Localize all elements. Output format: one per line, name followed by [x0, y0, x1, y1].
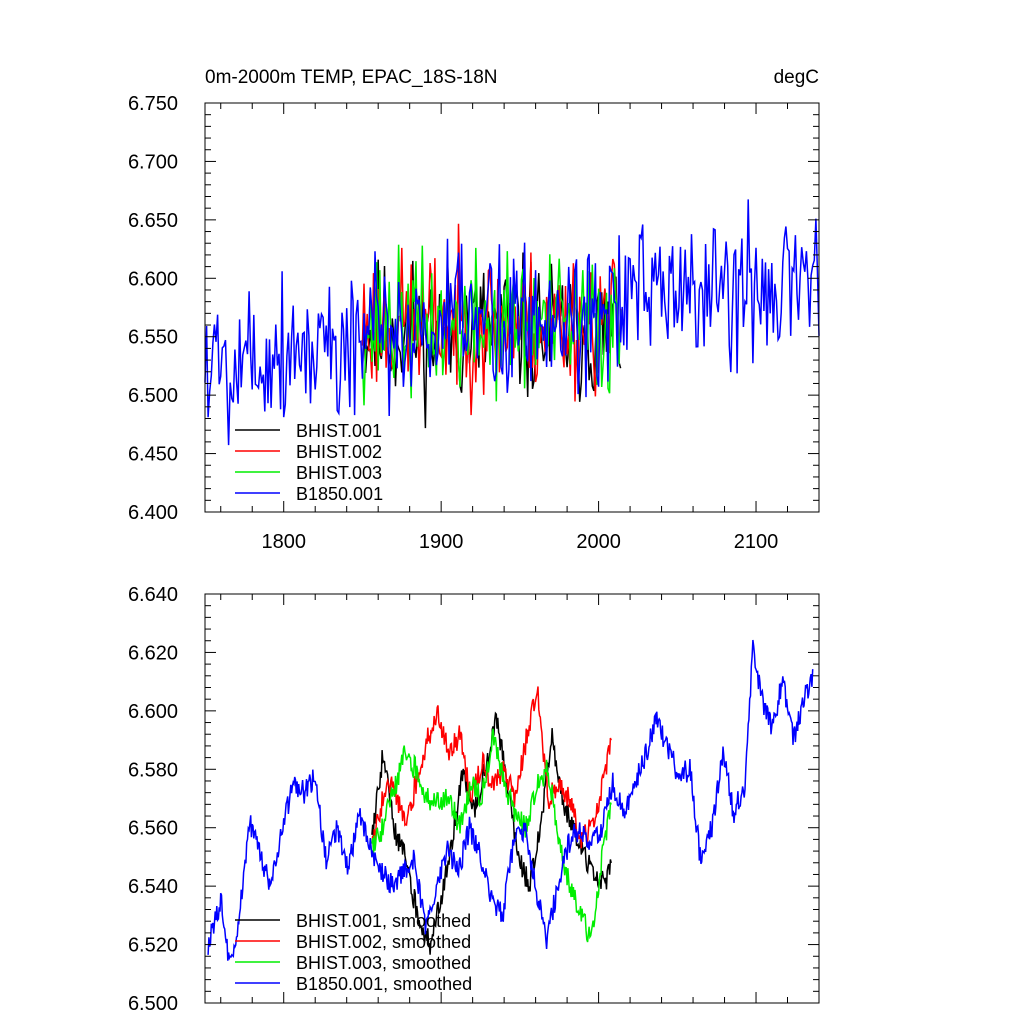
- y-tick-label: 6.650: [128, 210, 178, 232]
- legend-label-bhist-001-smoothed: BHIST.001, smoothed: [296, 911, 471, 931]
- y-tick-label: 6.500: [128, 993, 178, 1015]
- top-panel-ticks: 1800 1900 2000 2100 6.400 6.450 6.500 6.550 6.60…: [128, 93, 820, 553]
- legend-label-bhist-003-smoothed: BHIST.003, smoothed: [296, 953, 471, 973]
- y-tick-label: 6.550: [128, 327, 178, 349]
- series-line-bhist-002-smoothed: [371, 686, 612, 851]
- y-tick-label: 6.750: [128, 93, 178, 115]
- y-tick-label: 6.540: [128, 876, 178, 898]
- y-tick-label: 6.600: [128, 701, 178, 723]
- y-tick-label: 6.400: [128, 502, 178, 524]
- x-tick-label: 2100: [734, 531, 779, 553]
- legend-label-bhist-003: BHIST.003: [296, 463, 382, 483]
- series-line-bhist-003-smoothed: [371, 728, 612, 943]
- y-tick-label: 6.520: [128, 935, 178, 957]
- legend-label-bhist-002: BHIST.002: [296, 442, 382, 462]
- top-panel-series-lines: [204, 199, 820, 446]
- legend-label-b1850-001: B1850.001: [296, 484, 383, 504]
- series-line-b1850-001: [204, 199, 820, 446]
- y-tick-label: 6.700: [128, 151, 178, 173]
- bottom-panel-ticks: 6.500 6.520 6.540 6.560 6.580 6.600 6.620 6.640: [128, 584, 820, 1015]
- x-tick-label: 1800: [261, 531, 306, 553]
- y-tick-label: 6.580: [128, 759, 178, 781]
- x-tick-label: 1900: [419, 531, 464, 553]
- y-tick-label: 6.500: [128, 385, 178, 407]
- y-tick-label: 6.640: [128, 584, 178, 606]
- y-tick-label: 6.620: [128, 642, 178, 664]
- bottom-panel-series-lines: [207, 639, 814, 961]
- series-line-b1850-001-smoothed: [207, 639, 814, 961]
- top-panel-title: 0m-2000m TEMP, EPAC_18S-18N: [205, 67, 498, 88]
- y-tick-label: 6.450: [128, 444, 178, 466]
- top-panel-units: degC: [774, 67, 819, 88]
- y-tick-label: 6.560: [128, 818, 178, 840]
- legend-label-bhist-002-smoothed: BHIST.002, smoothed: [296, 932, 471, 952]
- top-panel: 1800 1900 2000 2100 6.400 6.450 6.500 6.550 6.60…: [128, 67, 820, 553]
- top-panel-frame: [204, 102, 820, 513]
- bottom-panel-frame: [204, 593, 820, 1004]
- x-tick-label: 2000: [576, 531, 621, 553]
- legend-label-b1850-001-smoothed: B1850.001, smoothed: [296, 974, 472, 994]
- y-tick-label: 6.600: [128, 268, 178, 290]
- bottom-panel: 6.500 6.520 6.540 6.560 6.580 6.600 6.620 6.640…: [128, 584, 820, 1015]
- legend-label-bhist-001: BHIST.001: [296, 421, 382, 441]
